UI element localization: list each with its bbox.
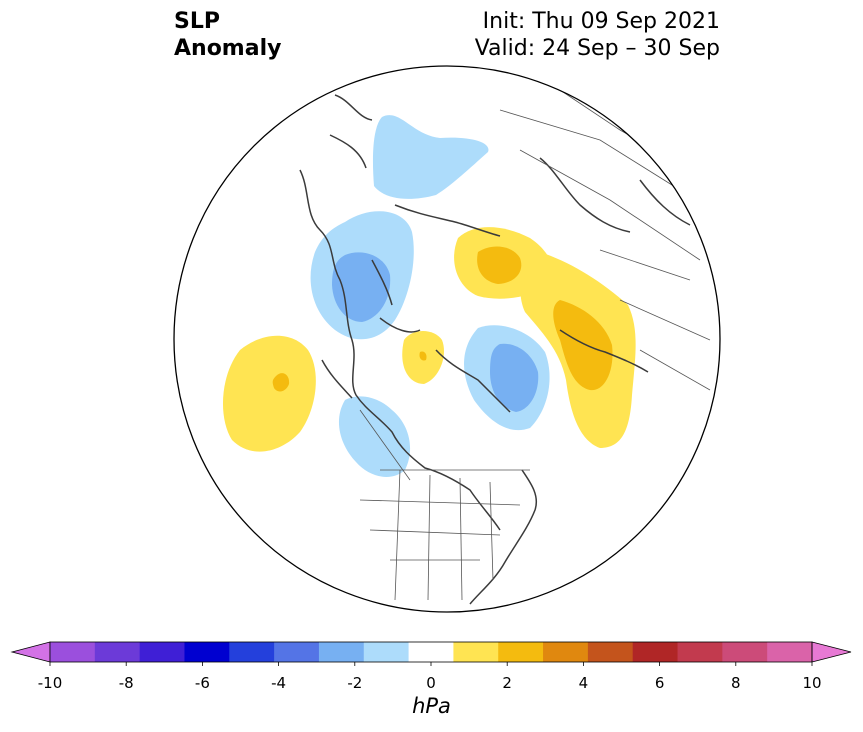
- colorbar-segment: [543, 642, 589, 662]
- colorbar-tick-label: -4: [271, 674, 286, 692]
- anomaly-blob: [272, 373, 290, 392]
- anomaly-blob: [477, 246, 522, 284]
- colorbar-extend-low: [10, 641, 51, 663]
- colorbar-segment: [453, 642, 499, 662]
- coastlines: [299, 94, 691, 605]
- colorbar: -10 -8 -6 -4 -2 0 2 4 6 8 10: [10, 641, 852, 692]
- anomaly-blob: [490, 343, 539, 412]
- colorbar-segment: [408, 642, 454, 662]
- colorbar-segment: [50, 642, 96, 662]
- colorbar-tick-label: 10: [802, 674, 821, 692]
- colorbar-segment: [632, 642, 679, 662]
- colorbar-tick-label: 0: [426, 674, 436, 692]
- map-title: SLP Anomaly: [174, 8, 281, 62]
- colorbar-tick-label: -2: [347, 674, 362, 692]
- colorbar-segment: [587, 642, 634, 662]
- colorbar-segment: [363, 642, 410, 662]
- colorbar-segment: [767, 642, 813, 662]
- title-line-1: SLP: [174, 9, 220, 34]
- valid-range: Valid: 24 Sep – 30 Sep: [474, 36, 720, 61]
- colorbar-tick-label: -6: [195, 674, 210, 692]
- colorbar-tick-label: 8: [731, 674, 741, 692]
- colorbar-segment: [318, 642, 365, 662]
- colorbar-segment: [274, 642, 320, 662]
- colorbar-segment: [139, 642, 185, 662]
- colorbar-segment: [498, 642, 544, 662]
- country-borders: [359, 89, 711, 601]
- title-line-2: Anomaly: [174, 36, 282, 61]
- colorbar-ticks: -10 -8 -6 -4 -2 0 2 4 6 8 10: [38, 662, 822, 692]
- anomaly-blob: [222, 335, 316, 452]
- anomaly-field: [222, 115, 636, 477]
- init-date: Init: Thu 09 Sep 2021: [482, 9, 720, 34]
- colorbar-tick-label: 6: [655, 674, 665, 692]
- anomaly-blob: [419, 351, 427, 361]
- anomaly-blob: [332, 252, 391, 322]
- colorbar-segment: [184, 642, 230, 662]
- colorbar-tick-label: 2: [502, 674, 512, 692]
- colorbar-tick-label: -8: [119, 674, 134, 692]
- polar-map: [173, 65, 721, 613]
- map-boundary: [173, 65, 721, 613]
- colorbar-extend-high: [811, 641, 852, 663]
- colorbar-tick-label: 4: [579, 674, 589, 692]
- colorbar-segment: [94, 642, 141, 662]
- anomaly-blob: [338, 396, 411, 477]
- colorbar-segments: [10, 641, 852, 663]
- init-valid-info: Init: Thu 09 Sep 2021 Valid: 24 Sep – 30…: [475, 8, 720, 62]
- colorbar-segment: [677, 642, 723, 662]
- anomaly-blob: [553, 300, 613, 391]
- anomaly-blob: [372, 115, 489, 199]
- colorbar-unit-label: hPa: [412, 694, 451, 718]
- colorbar-segment: [722, 642, 768, 662]
- colorbar-tick-label: -10: [38, 674, 63, 692]
- colorbar-segment: [229, 642, 275, 662]
